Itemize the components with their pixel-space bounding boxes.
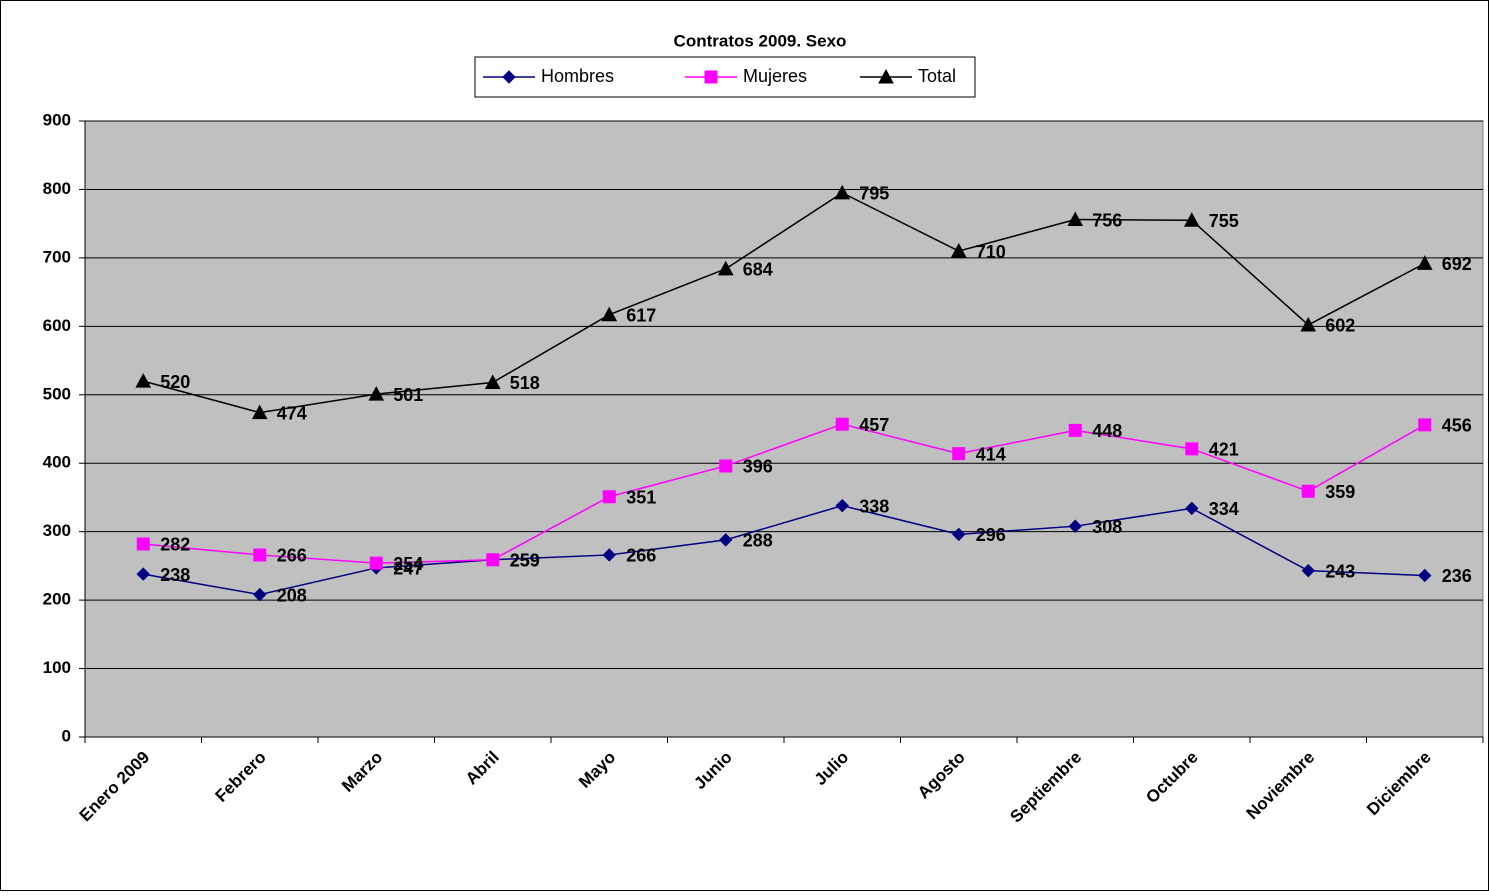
marker xyxy=(135,373,152,388)
y-tick-label: 900 xyxy=(43,110,71,129)
legend-label: Total xyxy=(918,66,956,86)
marker xyxy=(136,567,150,581)
series-line xyxy=(143,423,1426,564)
data-label: 266 xyxy=(277,546,307,566)
marker xyxy=(719,533,733,547)
marker xyxy=(484,374,501,389)
data-label: 236 xyxy=(1442,566,1472,586)
marker xyxy=(136,537,150,551)
legend-marker xyxy=(878,68,894,84)
data-label: 208 xyxy=(277,585,307,605)
data-label: 755 xyxy=(1209,211,1239,231)
data-label: 474 xyxy=(277,403,307,423)
y-tick-label: 100 xyxy=(43,658,71,677)
marker xyxy=(835,498,849,513)
marker xyxy=(253,587,267,602)
legend-marker xyxy=(704,70,718,84)
marker xyxy=(950,242,967,258)
marker xyxy=(719,459,733,473)
data-label: 448 xyxy=(1092,421,1122,441)
legend-label: Mujeres xyxy=(743,66,807,86)
data-label: 254 xyxy=(393,554,423,574)
marker xyxy=(1418,418,1432,432)
data-label: 259 xyxy=(510,550,540,570)
data-label: 414 xyxy=(976,444,1006,464)
marker xyxy=(253,548,267,562)
marker xyxy=(1185,501,1199,516)
data-label: 266 xyxy=(626,546,656,566)
data-label: 421 xyxy=(1209,440,1239,460)
legend-label: Hombres xyxy=(541,66,614,86)
data-label: 288 xyxy=(743,531,773,551)
marker xyxy=(1067,211,1084,227)
data-label: 710 xyxy=(976,242,1006,262)
marker xyxy=(834,184,851,200)
marker xyxy=(251,404,268,420)
data-label: 359 xyxy=(1325,482,1355,502)
data-label: 602 xyxy=(1325,316,1355,336)
marker xyxy=(835,417,849,431)
data-label: 296 xyxy=(976,525,1006,545)
marker xyxy=(1301,563,1315,578)
data-label: 456 xyxy=(1442,416,1472,436)
marker xyxy=(1185,442,1199,456)
marker xyxy=(368,386,385,401)
data-label: 795 xyxy=(859,184,889,204)
marker xyxy=(1301,484,1315,498)
data-label: 351 xyxy=(626,488,656,508)
chart-title: Contratos 2009. Sexo xyxy=(674,31,847,50)
data-label: 247 xyxy=(393,559,423,579)
y-tick-label: 300 xyxy=(43,521,71,540)
data-label: 501 xyxy=(393,385,423,405)
data-label: 457 xyxy=(859,415,889,435)
marker xyxy=(1068,519,1082,533)
marker xyxy=(602,490,616,504)
data-label: 243 xyxy=(1325,561,1355,581)
marker xyxy=(1068,423,1082,437)
data-label: 238 xyxy=(160,565,190,585)
marker xyxy=(1418,568,1432,583)
y-tick-label: 400 xyxy=(43,453,71,472)
y-tick-label: 0 xyxy=(62,726,71,745)
data-label: 334 xyxy=(1209,499,1239,519)
legend-marker xyxy=(502,70,516,84)
data-label: 692 xyxy=(1442,254,1472,274)
marker xyxy=(601,306,618,322)
data-label: 617 xyxy=(626,305,656,325)
series-line xyxy=(143,504,1425,596)
data-label: 520 xyxy=(160,372,190,392)
marker xyxy=(1416,255,1433,270)
data-label: 396 xyxy=(743,457,773,477)
series-line xyxy=(143,192,1426,414)
marker xyxy=(952,527,966,542)
data-label: 756 xyxy=(1092,210,1122,230)
marker xyxy=(1183,212,1200,227)
data-label: 338 xyxy=(859,496,889,516)
plot-area xyxy=(84,120,1484,738)
marker xyxy=(1300,316,1317,332)
y-tick-label: 700 xyxy=(43,247,71,266)
marker xyxy=(717,260,734,276)
data-label: 308 xyxy=(1092,517,1122,537)
y-tick-label: 200 xyxy=(43,590,71,609)
data-label: 518 xyxy=(510,373,540,393)
data-label: 259 xyxy=(510,550,540,570)
y-tick-label: 800 xyxy=(43,179,71,198)
marker xyxy=(369,556,383,570)
y-tick-label: 500 xyxy=(43,384,71,403)
marker xyxy=(602,548,616,562)
data-label: 282 xyxy=(160,535,190,555)
data-label: 684 xyxy=(743,260,773,280)
marker xyxy=(486,553,500,567)
marker xyxy=(952,447,966,461)
y-tick-label: 600 xyxy=(43,316,71,335)
